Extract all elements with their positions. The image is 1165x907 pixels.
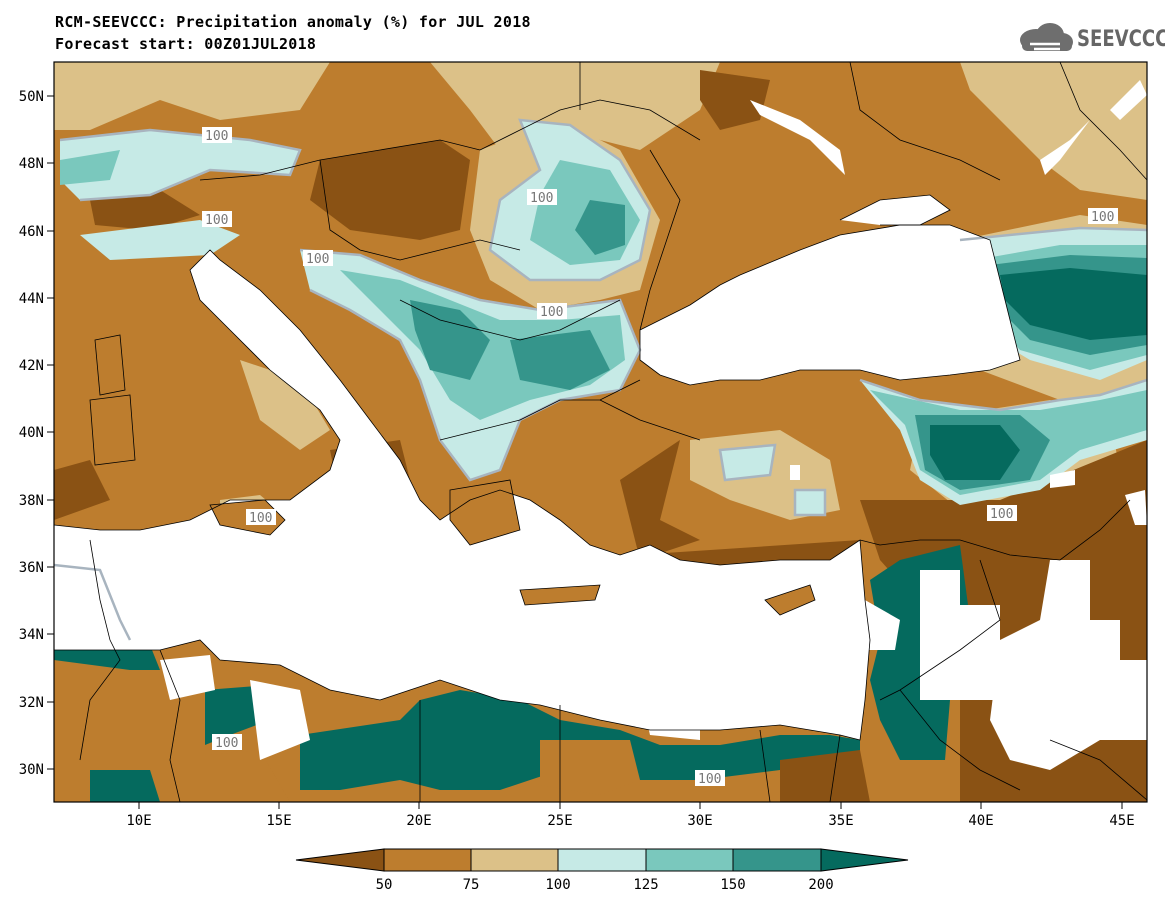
contour-label: 100 <box>303 250 333 267</box>
svg-text:42N: 42N <box>19 358 44 374</box>
lon-tick: 20E <box>406 802 432 829</box>
lat-tick: 36N <box>19 560 54 576</box>
svg-text:30N: 30N <box>19 762 44 778</box>
lon-tick: 30E <box>687 802 713 829</box>
svg-text:46N: 46N <box>19 224 44 240</box>
svg-text:44N: 44N <box>19 291 44 307</box>
lat-tick: 50N <box>19 89 54 105</box>
legend-label: 200 <box>808 877 833 893</box>
svg-text:100: 100 <box>530 191 553 206</box>
svg-text:34N: 34N <box>19 627 44 643</box>
contour-label: 100 <box>987 505 1017 522</box>
lat-tick: 40N <box>19 425 54 441</box>
legend-swatch-125-150 <box>645 848 734 872</box>
lon-tick: 40E <box>968 802 994 829</box>
legend-label: 125 <box>633 877 658 893</box>
svg-text:100: 100 <box>215 736 238 751</box>
svg-text:38N: 38N <box>19 493 44 509</box>
svg-text:45E: 45E <box>1109 813 1134 829</box>
legend-swatch-75-100 <box>470 848 559 872</box>
contour-label: 100 <box>527 189 557 206</box>
lat-tick: 34N <box>19 627 54 643</box>
forecast-start-label: Forecast start: 00Z01JUL2018 <box>55 35 317 53</box>
svg-text:15E: 15E <box>266 813 291 829</box>
contour-label: 100 <box>1088 208 1118 225</box>
lat-tick: 48N <box>19 156 54 172</box>
legend-swatch-gt200 <box>820 848 909 872</box>
contour-label: 100 <box>695 770 725 787</box>
svg-text:48N: 48N <box>19 156 44 172</box>
svg-text:40N: 40N <box>19 425 44 441</box>
svg-text:10E: 10E <box>126 813 151 829</box>
legend-label: 50 <box>376 877 393 893</box>
svg-text:25E: 25E <box>547 813 572 829</box>
map-field <box>54 62 1147 802</box>
lat-tick: 30N <box>19 762 54 778</box>
legend-swatch-lt50 <box>295 848 385 872</box>
seevccc-logo-text: SEEVCCC <box>1077 27 1165 52</box>
svg-text:100: 100 <box>698 772 721 787</box>
svg-text:100: 100 <box>205 129 228 144</box>
svg-text:100: 100 <box>205 213 228 228</box>
svg-text:32N: 32N <box>19 695 44 711</box>
contour-label: 100 <box>537 303 567 320</box>
legend-swatch-100-125 <box>557 848 647 872</box>
legend-swatch-50-75 <box>383 848 472 872</box>
cloud-icon <box>1020 23 1073 51</box>
lat-tick: 38N <box>19 493 54 509</box>
contour-label: 100 <box>246 509 276 526</box>
svg-text:100: 100 <box>990 507 1013 522</box>
svg-text:50N: 50N <box>19 89 44 105</box>
legend-label: 150 <box>720 877 745 893</box>
svg-text:100: 100 <box>1091 210 1114 225</box>
chart-title: RCM-SEEVCCC: Precipitation anomaly (%) f… <box>55 13 531 31</box>
lat-tick: 42N <box>19 358 54 374</box>
legend-label: 75 <box>463 877 480 893</box>
lon-tick: 25E <box>547 802 573 829</box>
lon-tick: 35E <box>828 802 854 829</box>
svg-text:100: 100 <box>306 252 329 267</box>
svg-text:40E: 40E <box>968 813 993 829</box>
color-legend <box>295 848 909 872</box>
lon-tick: 45E <box>1109 802 1135 829</box>
svg-text:100: 100 <box>540 305 563 320</box>
svg-text:20E: 20E <box>406 813 431 829</box>
legend-swatch-150-200 <box>732 848 822 872</box>
svg-text:35E: 35E <box>828 813 853 829</box>
contour-label: 100 <box>202 211 232 228</box>
contour-label: 100 <box>212 734 242 751</box>
lon-tick: 15E <box>266 802 292 829</box>
contour-label: 100 <box>202 127 232 144</box>
legend-label: 100 <box>545 877 570 893</box>
lat-tick: 44N <box>19 291 54 307</box>
svg-text:36N: 36N <box>19 560 44 576</box>
lon-tick: 10E <box>126 802 152 829</box>
svg-text:100: 100 <box>249 511 272 526</box>
lat-tick: 32N <box>19 695 54 711</box>
svg-text:30E: 30E <box>687 813 712 829</box>
lat-tick: 46N <box>19 224 54 240</box>
